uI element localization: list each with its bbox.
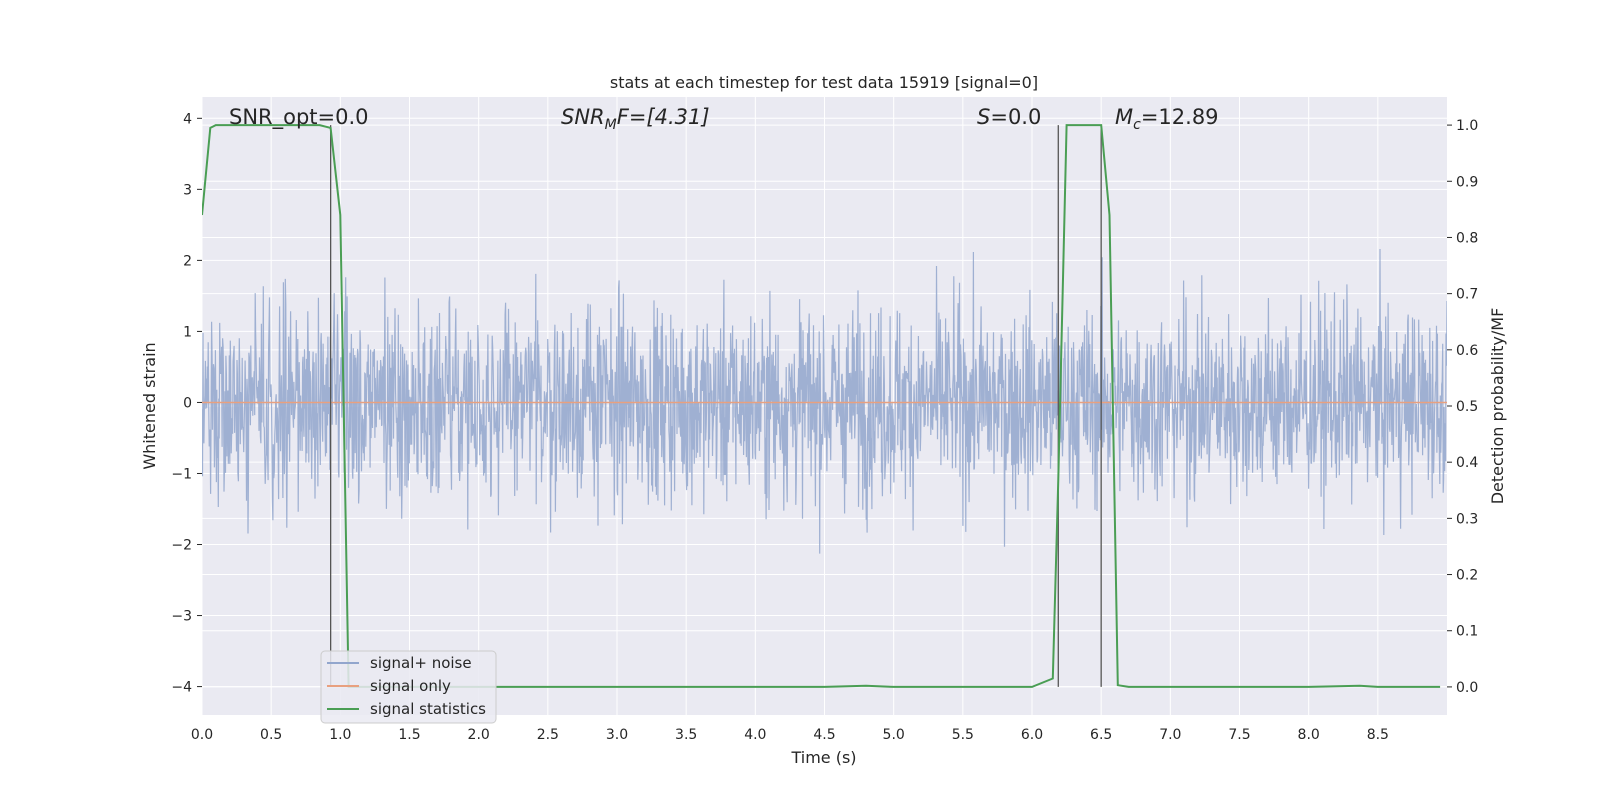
y-tick-label: −4 (171, 680, 192, 696)
x-tick-label: 6.5 (1090, 727, 1112, 743)
x-tick-label: 7.0 (1159, 727, 1181, 743)
x-axis-label: Time (s) (790, 748, 856, 767)
x-tick-label: 4.0 (744, 727, 766, 743)
y-tick-label: 3 (183, 182, 192, 198)
mc-sub: c (1133, 117, 1141, 133)
y2-tick-label: 0.2 (1456, 568, 1478, 584)
y2-axis-label: Detection probability/MF (1488, 308, 1507, 505)
y-tick-label: 0 (183, 395, 192, 411)
x-tick-label: 7.5 (1228, 727, 1250, 743)
legend: signal+ noise signal only signal statist… (320, 650, 497, 724)
x-tick-label: 3.5 (675, 727, 697, 743)
x-tick-labels: 0.0 0.5 1.0 1.5 2.0 2.5 3.0 3.5 4.0 4.5 5.0 5.5 6.0 6… (191, 727, 1389, 743)
x-tick-label: 8.0 (1298, 727, 1320, 743)
y2-tick-label: 0.9 (1456, 174, 1478, 190)
chart-title: stats at each timestep for test data 159… (610, 73, 1038, 92)
annotation-s: S=0.0 (977, 105, 1041, 129)
snr-mf-tail: F=[4.31] (617, 105, 710, 129)
s-value: =0.0 (990, 105, 1041, 129)
y2-tick-label: 1.0 (1456, 118, 1478, 134)
legend-label-signal: signal only (370, 677, 451, 695)
mc-label: M (1115, 105, 1133, 129)
y2-tick-label: 0.6 (1456, 343, 1478, 359)
x-tick-label: 8.5 (1367, 727, 1389, 743)
mc-value: =12.89 (1141, 105, 1219, 129)
legend-label-statistics: signal statistics (370, 700, 486, 718)
x-tick-label: 5.5 (952, 727, 974, 743)
s-label: S (977, 105, 990, 129)
snr-mf-sub: M (605, 117, 617, 133)
x-tick-label: 4.5 (813, 727, 835, 743)
y2-tick-label: 0.4 (1456, 455, 1478, 471)
x-tick-label: 0.0 (191, 727, 213, 743)
x-tick-label: 1.5 (398, 727, 420, 743)
statistics-line (202, 124, 1441, 688)
x-tick-label: 6.0 (1021, 727, 1043, 743)
y-tick-label: 4 (183, 111, 192, 127)
signal-noise-trace (202, 248, 1447, 554)
annotation-snr-mf: SNRMF=[4.31] (561, 105, 710, 133)
snr-mf-label: SNR (561, 105, 605, 129)
y2-tick-label: 0.8 (1456, 230, 1478, 246)
legend-box (320, 650, 497, 724)
y-tick-label: 2 (183, 253, 192, 269)
annotation-mc: Mc=12.89 (1115, 105, 1219, 133)
y2-tick-label: 0.7 (1456, 287, 1478, 303)
y-tick-label: −3 (171, 609, 192, 625)
signal-statistics-trace (202, 124, 1441, 688)
x-tick-label: 2.0 (468, 727, 490, 743)
y2-tick-labels: 1.0 0.9 0.8 0.7 0.6 0.5 0.4 0.3 0.2 0.1 0.0 (1447, 118, 1478, 696)
x-tick-label: 1.0 (329, 727, 351, 743)
x-tick-label: 5.0 (883, 727, 905, 743)
y2-tick-label: 0.5 (1456, 399, 1478, 415)
y2-tick-label: 0.3 (1456, 511, 1478, 527)
y2-tick-label: 0.0 (1456, 680, 1478, 696)
y-axis-label: Whitened strain (140, 342, 159, 469)
annotation-snr-opt: SNR_opt=0.0 (229, 105, 369, 130)
legend-label-noise: signal+ noise (370, 654, 472, 672)
y2-tick-label: 0.1 (1456, 624, 1478, 640)
y-tick-label: −1 (171, 466, 192, 482)
x-tick-label: 3.0 (606, 727, 628, 743)
x-tick-label: 2.5 (537, 727, 559, 743)
noise-line (202, 248, 1447, 554)
y-tick-label: 1 (183, 324, 192, 340)
y-tick-label: −2 (171, 538, 192, 554)
y-tick-labels: 4 3 2 1 0 −1 −2 −3 −4 (171, 111, 202, 696)
vertical-markers (329, 125, 1102, 687)
x-tick-label: 0.5 (260, 727, 282, 743)
